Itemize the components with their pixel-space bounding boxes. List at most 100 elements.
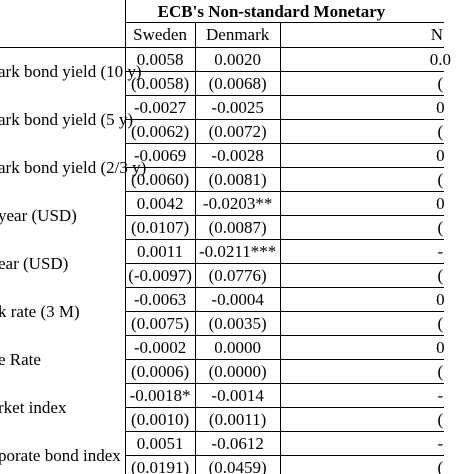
standard-error-value: ( bbox=[437, 217, 444, 237]
standard-error-value: (0.0000) bbox=[208, 361, 267, 381]
standard-error-value: ( bbox=[437, 361, 444, 381]
column-header-norway: N bbox=[280, 22, 444, 48]
coefficient-value: -0.0211*** bbox=[198, 241, 277, 261]
coefficient-value: -0.0063 bbox=[133, 289, 187, 309]
standard-error-value: ( bbox=[437, 169, 444, 189]
coefficient-cell-sweden: -0.0018* bbox=[125, 383, 196, 408]
standard-error-cell-sweden: (-0.0097) bbox=[125, 263, 196, 288]
standard-error-cell-denmark: (0.0459) bbox=[195, 455, 281, 474]
coefficient-value: -0.0028 bbox=[211, 145, 264, 165]
coefficient-cell-denmark: -0.0014 bbox=[195, 383, 281, 408]
coefficient-cell-sweden: 0.0011 bbox=[125, 239, 196, 264]
coefficient-value: -0.0027 bbox=[133, 97, 187, 117]
coefficient-row: porate bond index 0.0051 -0.0612 - bbox=[0, 431, 444, 474]
standard-error-cell-denmark: (0.0068) bbox=[195, 71, 281, 96]
standard-error-cell-norway: ( bbox=[280, 455, 444, 474]
table-title: ECB's Non-standard Monetary bbox=[125, 0, 444, 23]
coefficient-cell-norway: - bbox=[280, 383, 444, 408]
standard-error-cell-denmark: (0.0081) bbox=[195, 167, 281, 192]
coefficient-value: -0.0025 bbox=[211, 97, 264, 117]
coefficient-value: - bbox=[437, 385, 444, 405]
row-label: k rate (3 M) bbox=[0, 301, 80, 321]
row-label-cell: ark bond yield (10 y) bbox=[0, 47, 142, 96]
standard-error-value: (0.0075) bbox=[131, 313, 190, 333]
coefficient-value: -0.0014 bbox=[211, 385, 264, 405]
coefficient-value: 0.0042 bbox=[136, 193, 184, 213]
coefficient-value: -0.0018* bbox=[129, 385, 191, 405]
standard-error-value: (0.0459) bbox=[208, 457, 267, 474]
coefficient-value: -0.0004 bbox=[211, 289, 264, 309]
coefficient-value: 0.0011 bbox=[137, 241, 184, 261]
standard-error-cell-sweden: (0.0010) bbox=[125, 407, 196, 432]
standard-error-value: (0.0011) bbox=[208, 409, 267, 429]
standard-error-value: (0.0081) bbox=[208, 169, 267, 189]
coefficient-value: 0.0000 bbox=[214, 337, 261, 357]
standard-error-cell-norway: ( bbox=[280, 215, 444, 240]
coefficient-cell-norway: 0 bbox=[280, 95, 445, 120]
coefficient-cell-sweden: -0.0027 bbox=[125, 95, 196, 120]
standard-error-value: (0.0006) bbox=[131, 361, 190, 381]
standard-error-cell-norway: ( bbox=[280, 263, 444, 288]
row-label-cell: k rate (3 M) bbox=[0, 287, 126, 336]
coefficient-value: -0.0203** bbox=[202, 193, 273, 213]
coefficient-value: - bbox=[437, 241, 444, 261]
standard-error-cell-sweden: (0.0062) bbox=[125, 119, 196, 144]
row-label: ark bond yield (2/3 y) bbox=[0, 157, 147, 177]
coefficient-value: -0.0612 bbox=[211, 433, 264, 453]
standard-error-value: (0.0191) bbox=[131, 457, 190, 474]
standard-error-value: ( bbox=[437, 73, 444, 93]
row-label-cell: rket index bbox=[0, 383, 126, 432]
row-label-cell: ark bond yield (2/3 y) bbox=[0, 143, 146, 192]
standard-error-cell-norway: ( bbox=[280, 167, 444, 192]
standard-error-value: ( bbox=[437, 121, 444, 141]
coefficient-cell-denmark: 0.0020 bbox=[195, 47, 281, 72]
standard-error-value: ( bbox=[437, 457, 444, 474]
coefficient-cell-denmark: -0.0028 bbox=[195, 143, 281, 168]
standard-error-cell-sweden: (0.0006) bbox=[125, 359, 196, 384]
standard-error-value: (-0.0097) bbox=[128, 265, 192, 285]
column-header-sweden: Sweden bbox=[125, 22, 196, 48]
standard-error-cell-denmark: (0.0087) bbox=[195, 215, 281, 240]
coefficient-cell-denmark: -0.0612 bbox=[195, 431, 281, 456]
coefficient-cell-sweden: 0.0051 bbox=[125, 431, 196, 456]
coefficient-value: 0 bbox=[436, 337, 445, 357]
coefficient-cell-sweden: -0.0069 bbox=[125, 143, 196, 168]
coefficient-value: - bbox=[437, 433, 444, 453]
standard-error-row: (0.0191) (0.0459) ( bbox=[0, 455, 444, 474]
coefficient-cell-norway: 0 bbox=[280, 191, 445, 216]
standard-error-value: ( bbox=[437, 409, 444, 429]
standard-error-cell-sweden: (0.0060) bbox=[125, 167, 196, 192]
standard-error-row: (0.0107) (0.0087) ( bbox=[0, 215, 444, 240]
coefficient-value: -0.0002 bbox=[133, 337, 187, 357]
standard-error-cell-sweden: (0.0075) bbox=[125, 311, 196, 336]
coefficient-value: 0 bbox=[436, 289, 445, 309]
coefficient-value: 0.0020 bbox=[214, 49, 261, 69]
coefficient-cell-denmark: 0.0000 bbox=[195, 335, 281, 360]
coefficient-value: 0 bbox=[436, 145, 445, 165]
standard-error-row: (0.0010) (0.0011) ( bbox=[0, 407, 444, 432]
standard-error-value: (0.0010) bbox=[131, 409, 190, 429]
coefficient-cell-norway: - bbox=[280, 431, 444, 456]
coefficient-cell-denmark: -0.0203** bbox=[195, 191, 281, 216]
row-label: porate bond index bbox=[0, 445, 121, 465]
column-header-row: Sweden Denmark N bbox=[0, 22, 444, 48]
coefficient-cell-norway: 0 bbox=[280, 287, 445, 312]
standard-error-cell-norway: ( bbox=[280, 359, 444, 384]
coefficient-cell-sweden: 0.0058 bbox=[125, 47, 196, 72]
row-label: year (USD) bbox=[0, 205, 77, 225]
header-blank-cell bbox=[0, 22, 126, 48]
standard-error-row: (0.0062) (0.0072) ( bbox=[0, 119, 444, 144]
standard-error-value: ( bbox=[437, 265, 444, 285]
row-label: rket index bbox=[0, 397, 67, 417]
coefficient-row: ear (USD) 0.0011 -0.0211*** - bbox=[0, 239, 444, 288]
coefficient-cell-denmark: -0.0025 bbox=[195, 95, 281, 120]
coefficient-row: ark bond yield (10 y) 0.0058 0.0020 0.0 bbox=[0, 47, 451, 96]
standard-error-cell-norway: ( bbox=[280, 71, 444, 96]
standard-error-value: (0.0087) bbox=[208, 217, 267, 237]
standard-error-cell-norway: ( bbox=[280, 407, 444, 432]
coefficient-value: 0.0051 bbox=[136, 433, 184, 453]
standard-error-cell-sweden: (0.0058) bbox=[125, 71, 196, 96]
coefficient-value: 0.0058 bbox=[136, 49, 184, 69]
row-label-cell: year (USD) bbox=[0, 191, 126, 240]
row-label: ear (USD) bbox=[0, 253, 69, 273]
